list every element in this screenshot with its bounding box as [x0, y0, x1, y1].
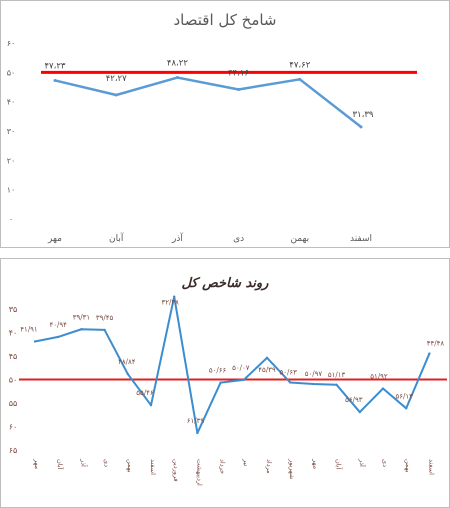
data-label: ۵۶/۱۳: [395, 392, 413, 400]
y-tick-label: ۲۰: [7, 156, 16, 165]
data-point: [381, 387, 385, 390]
x-tick-label: آذر: [79, 458, 89, 468]
x-tick-label: آبان: [56, 459, 66, 471]
data-point: [242, 378, 245, 382]
x-tick-label: آذر: [358, 458, 368, 468]
x-tick-label: اسفند: [427, 459, 435, 475]
x-tick-label: مرداد: [265, 459, 273, 474]
overall-index-trend-chart-svg: روند شاخص کل ۳۵ ۴۰ ۴۵ ۵۰ ۵۵ ۶۰ ۶۵ مهر آبان آذر دی…: [9, 276, 447, 486]
data-point: [428, 352, 431, 355]
data-point: [219, 381, 222, 384]
data-point: [80, 328, 83, 331]
composite-pmi-chart-svg: شامخ کل اقتصاد ۰ ۱۰ ۲۰ ۳۰ ۴۰ ۵۰ ۶۰ مهر آبان آذر د…: [7, 11, 417, 244]
y-tick-label: ۶۵: [9, 446, 18, 455]
x-tick-label: دی: [233, 234, 244, 244]
x-tick-label: خرداد: [219, 459, 227, 474]
data-label: ۴۵/۳۹: [258, 366, 276, 374]
data-label: ۴۸/۸۴: [118, 358, 136, 366]
data-point: [114, 93, 118, 97]
data-label: ۵۶/۹۳: [345, 396, 363, 404]
data-point: [335, 383, 338, 387]
y-tick-label: ۵۵: [9, 399, 18, 408]
composite-pmi-chart: شامخ کل اقتصاد ۰ ۱۰ ۲۰ ۳۰ ۴۰ ۵۰ ۶۰ مهر آبان آذر د…: [0, 0, 450, 248]
data-label: ۵۱/۱۳: [328, 371, 346, 379]
data-label: ۴۲،۲۷: [106, 74, 127, 84]
x-tick-label: آبان: [335, 459, 345, 471]
data-point: [53, 78, 57, 82]
data-point: [265, 356, 269, 360]
data-point: [57, 335, 60, 339]
x-tick-label: اردیبهشت: [195, 459, 203, 486]
data-label: ۵۵/۴۶: [136, 389, 154, 397]
y-tick-label: ۳۰: [7, 127, 16, 136]
data-label: ۵۰/۰۷: [232, 364, 250, 372]
data-label: ۶۱/۳۹: [187, 417, 205, 425]
x-tick-label: اسفند: [350, 234, 372, 244]
x-tick-label: بهمن: [404, 459, 412, 473]
data-label: ۵۰/۹۷: [305, 370, 323, 378]
y-tick-label: ۴۵: [9, 352, 18, 361]
data-label: ۳۲/۳۸: [161, 299, 179, 307]
x-tick-label: آذر: [171, 232, 183, 244]
chart-title: شامخ کل اقتصاد: [173, 11, 276, 29]
data-label: ۵۱/۹۲: [370, 373, 388, 381]
data-label: ۴۷،۲۳: [44, 61, 65, 71]
series-line: [54, 76, 362, 128]
y-tick-label: ۵۰: [9, 376, 18, 385]
x-tick-label: بهمن: [126, 459, 134, 473]
data-label: ۳۹/۳۱: [73, 313, 90, 321]
data-label: ۴۱/۹۱: [20, 325, 37, 333]
y-tick-label: ۴۰: [7, 98, 16, 107]
y-tick-label: ۴۰: [9, 329, 18, 338]
data-point: [237, 87, 241, 91]
y-tick-label: ۶۰: [7, 39, 16, 48]
data-label: ۴۷،۶۲: [289, 60, 310, 70]
x-tick-label: اسفند: [149, 459, 157, 475]
y-tick-label: ۱۰: [7, 186, 16, 195]
data-point: [175, 76, 179, 80]
x-tick-label: تیر: [242, 458, 250, 467]
y-tick-label: ۵۰: [7, 68, 16, 77]
x-tick-label: دی: [103, 459, 111, 467]
x-tick-label: فروردین: [172, 459, 180, 482]
x-tick-label: مهر: [311, 458, 319, 470]
data-point: [196, 431, 199, 435]
x-tick-label: مهر: [33, 458, 41, 470]
data-point: [405, 407, 408, 410]
data-point: [33, 340, 37, 343]
data-point: [358, 410, 361, 414]
chart-title: روند شاخص کل: [182, 276, 270, 291]
x-tick-label: مهر: [47, 234, 62, 244]
data-point: [312, 382, 315, 386]
data-point: [149, 403, 153, 407]
series-line: [34, 295, 431, 435]
data-label: ۴۴،۱۶: [228, 68, 249, 78]
data-point: [173, 295, 176, 298]
x-tick-label: آبان: [109, 232, 124, 244]
data-label: ۵۰/۶۶: [209, 367, 227, 375]
overall-index-trend-chart: روند شاخص کل ۳۵ ۴۰ ۴۵ ۵۰ ۵۵ ۶۰ ۶۵ مهر آبان آذر دی…: [0, 258, 450, 508]
data-point: [359, 125, 363, 129]
y-tick-label: ۰: [9, 215, 13, 224]
y-tick-label: ۶۰: [9, 423, 18, 432]
data-label: ۴۸،۲۲: [167, 59, 188, 69]
data-point: [126, 372, 129, 376]
y-tick-label: ۳۵: [9, 305, 18, 314]
x-tick-label: شهریور: [288, 458, 296, 480]
data-point: [298, 77, 302, 81]
x-tick-label: دی: [381, 459, 389, 467]
data-point: [289, 381, 292, 384]
x-tick-label: بهمن: [290, 234, 309, 244]
data-label: ۵۰/۶۳: [279, 368, 297, 376]
data-label: ۴۰/۹۴: [49, 321, 67, 329]
data-point: [103, 328, 106, 332]
data-label: ۳۱،۳۹: [352, 110, 373, 120]
data-label: ۳۹/۴۵: [96, 314, 114, 322]
data-label: ۴۴/۴۸: [427, 340, 445, 348]
